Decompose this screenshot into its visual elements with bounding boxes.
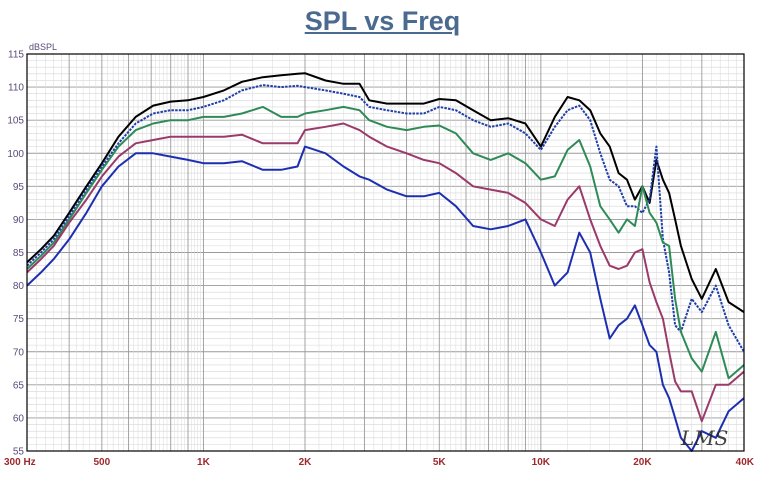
y-axis-label: dBSPL bbox=[29, 42, 57, 52]
series-line-3 bbox=[26, 105, 745, 380]
series-lines bbox=[26, 72, 745, 452]
x-tick-label: 10K bbox=[532, 457, 551, 468]
series-line-2 bbox=[26, 84, 745, 353]
y-tick-label: 95 bbox=[13, 182, 25, 193]
x-tick-label: 300 Hz bbox=[4, 457, 36, 468]
y-tick-label: 85 bbox=[13, 248, 25, 259]
series-line-1 bbox=[26, 72, 745, 313]
x-tick-label: 5K bbox=[433, 457, 447, 468]
x-tick-label: 1K bbox=[197, 457, 211, 468]
y-tick-label: 70 bbox=[13, 347, 25, 358]
watermark-logo: LMS bbox=[680, 426, 728, 450]
y-tick-label: 115 bbox=[8, 50, 24, 61]
grid bbox=[26, 53, 745, 452]
y-tick-label: 65 bbox=[13, 380, 25, 391]
series-line-4 bbox=[26, 122, 745, 423]
x-tick-label: 2K bbox=[299, 457, 313, 468]
y-tick-label: 105 bbox=[7, 116, 24, 127]
y-tick-label: 110 bbox=[8, 83, 24, 94]
y-tick-label: 75 bbox=[13, 314, 25, 325]
y-tick-label: 100 bbox=[7, 149, 24, 160]
x-tick-label: 40K bbox=[736, 457, 755, 468]
y-tick-label: 55 bbox=[13, 447, 25, 458]
x-tick-label: 20K bbox=[633, 457, 652, 468]
x-tick-label: 500 bbox=[94, 457, 111, 468]
y-tick-label: 80 bbox=[13, 281, 25, 292]
x-axis-ticks: 300 Hz 500 1K 2K 5K 10K 20K 40K bbox=[4, 457, 755, 468]
y-tick-label: 60 bbox=[13, 413, 25, 424]
plot-frame bbox=[26, 53, 745, 452]
y-tick-label: 90 bbox=[13, 215, 25, 226]
chart-title: SPL vs Freq bbox=[304, 6, 461, 36]
y-axis-ticks: 115 110 105 100 95 90 85 80 75 70 65 60 55 bbox=[7, 50, 24, 458]
series-line-5 bbox=[26, 145, 745, 452]
